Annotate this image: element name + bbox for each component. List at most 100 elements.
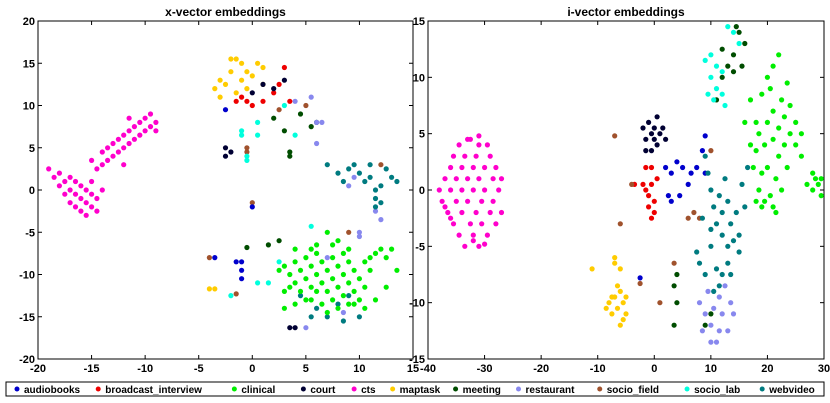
i-vector-point-cts (442, 204, 448, 210)
i-vector-point-meeting (702, 322, 708, 328)
legend-label-cts: cts (361, 385, 376, 396)
x-vector-point-clinical (346, 246, 352, 252)
x-vector-x-tick-label: 0 (249, 363, 255, 375)
i-vector-point-cts (493, 164, 499, 171)
x-vector-point-socio_lab (244, 153, 250, 159)
x-vector-point-maptask (217, 77, 223, 83)
i-vector-point-webvideo (722, 176, 728, 182)
i-vector-point-court (643, 136, 649, 142)
x-vector-point-clinical (308, 246, 314, 252)
x-vector-point-webvideo (346, 293, 352, 299)
legend-item-cts: cts (351, 385, 376, 396)
x-vector-point-cts (94, 208, 100, 214)
i-vector-point-restaurant (716, 294, 722, 300)
i-vector-point-meeting (708, 311, 714, 317)
x-vector-y-tick-label: 20 (23, 16, 35, 28)
i-vector-point-audiobooks (637, 275, 643, 281)
x-vector-point-restaurant (308, 94, 314, 100)
legend-label-socio_lab: socio_lab (694, 385, 740, 396)
i-vector-point-webvideo (725, 260, 731, 266)
i-vector-point-clinical (747, 97, 754, 103)
i-vector-point-restaurant (705, 288, 711, 294)
legend: audiobooks broadcast_interview clinical cou… (5, 381, 825, 397)
i-vector-point-cts (482, 187, 488, 193)
x-vector-point-socio_lab (308, 223, 314, 229)
x-vector-point-clinical (383, 255, 389, 261)
i-vector-point-court (646, 119, 652, 125)
i-vector-point-court (654, 142, 660, 148)
legend-item-audiobooks: audiobooks (14, 385, 81, 396)
i-vector-point-audiobooks (694, 164, 700, 171)
i-vector-point-socio_field (612, 133, 618, 139)
x-vector-point-maptask (212, 286, 218, 292)
i-vector-point-socio_field (617, 221, 623, 227)
i-vector-point-cts (487, 209, 493, 216)
x-vector-point-meeting (244, 244, 250, 251)
x-vector-point-cts (94, 195, 100, 202)
x-vector-point-clinical (308, 263, 314, 269)
i-vector-point-cts (456, 232, 462, 238)
x-vector-point-clinical (383, 284, 389, 290)
i-vector-point-restaurant (725, 328, 731, 334)
legend-item-socio_field: socio_field (597, 385, 659, 396)
i-vector-point-webvideo (711, 288, 717, 294)
legend-item-socio_lab: socio_lab (684, 385, 740, 396)
x-vector-point-restaurant (378, 217, 384, 223)
i-vector-point-meeting (730, 52, 737, 58)
i-vector-point-audiobooks (677, 193, 683, 199)
x-vector-point-webvideo (346, 166, 352, 172)
i-vector-point-socio_lab (705, 91, 711, 97)
x-vector-point-clinical (356, 276, 362, 282)
x-vector-point-cts (78, 183, 84, 189)
legend-marker-socio_lab (684, 386, 690, 392)
x-vector-point-meeting (287, 153, 293, 159)
i-vector-point-court (657, 131, 663, 137)
x-vector-point-clinical (281, 263, 287, 269)
legend-label-clinical: clinical (241, 385, 275, 396)
i-vector-point-clinical (818, 176, 824, 182)
x-vector-point-socio_field (244, 149, 250, 155)
x-vector-point-socio_lab (292, 132, 298, 138)
x-vector-point-restaurant (346, 183, 352, 189)
i-vector-point-clinical (815, 181, 821, 187)
x-vector-point-clinical (314, 288, 320, 294)
x-vector-point-clinical (362, 284, 368, 290)
i-vector-point-cts (473, 153, 479, 159)
x-vector-y-tick-label: -5 (25, 227, 35, 239)
i-vector-point-cts (436, 187, 442, 193)
i-vector-point-audiobooks (702, 133, 708, 139)
legend-item-clinical: clinical (231, 385, 275, 396)
x-vector-point-clinical (276, 267, 282, 273)
i-vector-point-clinical (781, 142, 788, 148)
i-vector-point-clinical (770, 63, 776, 69)
x-vector-point-meeting (297, 111, 304, 117)
i-vector-point-cts (445, 209, 451, 216)
i-vector-point-meeting (674, 271, 680, 278)
i-vector-point-meeting (733, 24, 739, 30)
i-vector-point-clinical (767, 86, 773, 92)
x-vector-y-tick-label: -15 (19, 312, 35, 324)
x-vector-point-webvideo (324, 314, 330, 320)
i-vector-point-cts (470, 164, 476, 171)
i-vector-point-clinical (753, 119, 759, 125)
i-vector-point-clinical (764, 119, 771, 125)
i-vector-point-cts (462, 153, 468, 159)
i-vector-point-restaurant (702, 311, 708, 317)
x-vector-point-socio_lab (255, 280, 261, 286)
i-vector-point-webvideo (716, 283, 722, 289)
x-vector-point-maptask (206, 286, 212, 292)
i-vector-x-tick-label: -40 (420, 363, 436, 375)
i-vector-point-webvideo (713, 266, 720, 272)
x-vector-point-maptask (233, 56, 239, 62)
i-vector-point-clinical (759, 91, 765, 97)
x-vector-point-maptask (244, 69, 250, 75)
i-vector-panel: i-vector embeddings -40 -30 -20 -10 0 10 20 30-… (409, 5, 830, 375)
x-vector-point-cts (67, 174, 73, 180)
i-vector-point-clinical (764, 164, 771, 171)
legend-marker-clinical (231, 386, 237, 392)
i-vector-point-clinical (776, 153, 782, 159)
i-vector-point-cts (470, 238, 476, 244)
i-vector-point-cts (490, 176, 496, 182)
x-vector-point-clinical (340, 293, 346, 299)
i-vector-point-meeting (742, 40, 748, 47)
